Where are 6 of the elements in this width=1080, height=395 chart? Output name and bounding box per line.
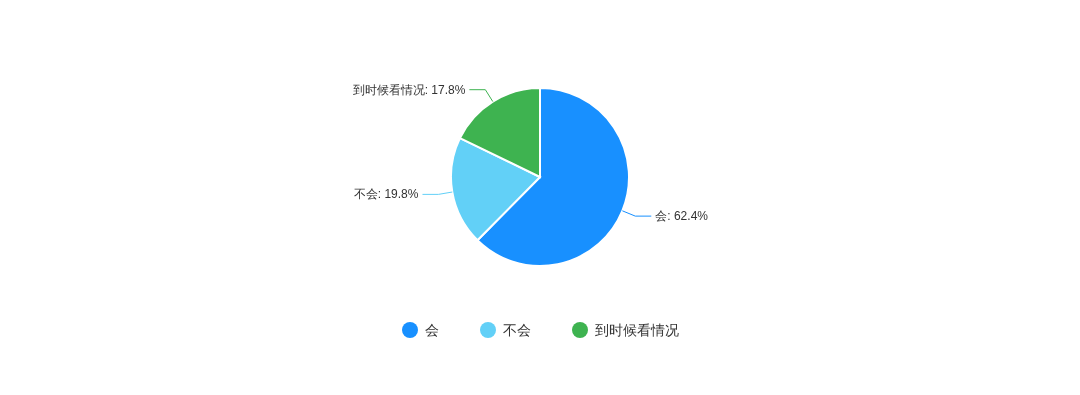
data-label: 会: 62.4% (655, 209, 709, 224)
legend-label: 不会 (503, 322, 531, 338)
data-label: 到时候看情况: 17.8% (352, 82, 466, 97)
legend-label: 会 (425, 322, 439, 338)
legend-label: 到时候看情况 (595, 322, 679, 338)
data-label: 不会: 19.8% (353, 187, 419, 202)
